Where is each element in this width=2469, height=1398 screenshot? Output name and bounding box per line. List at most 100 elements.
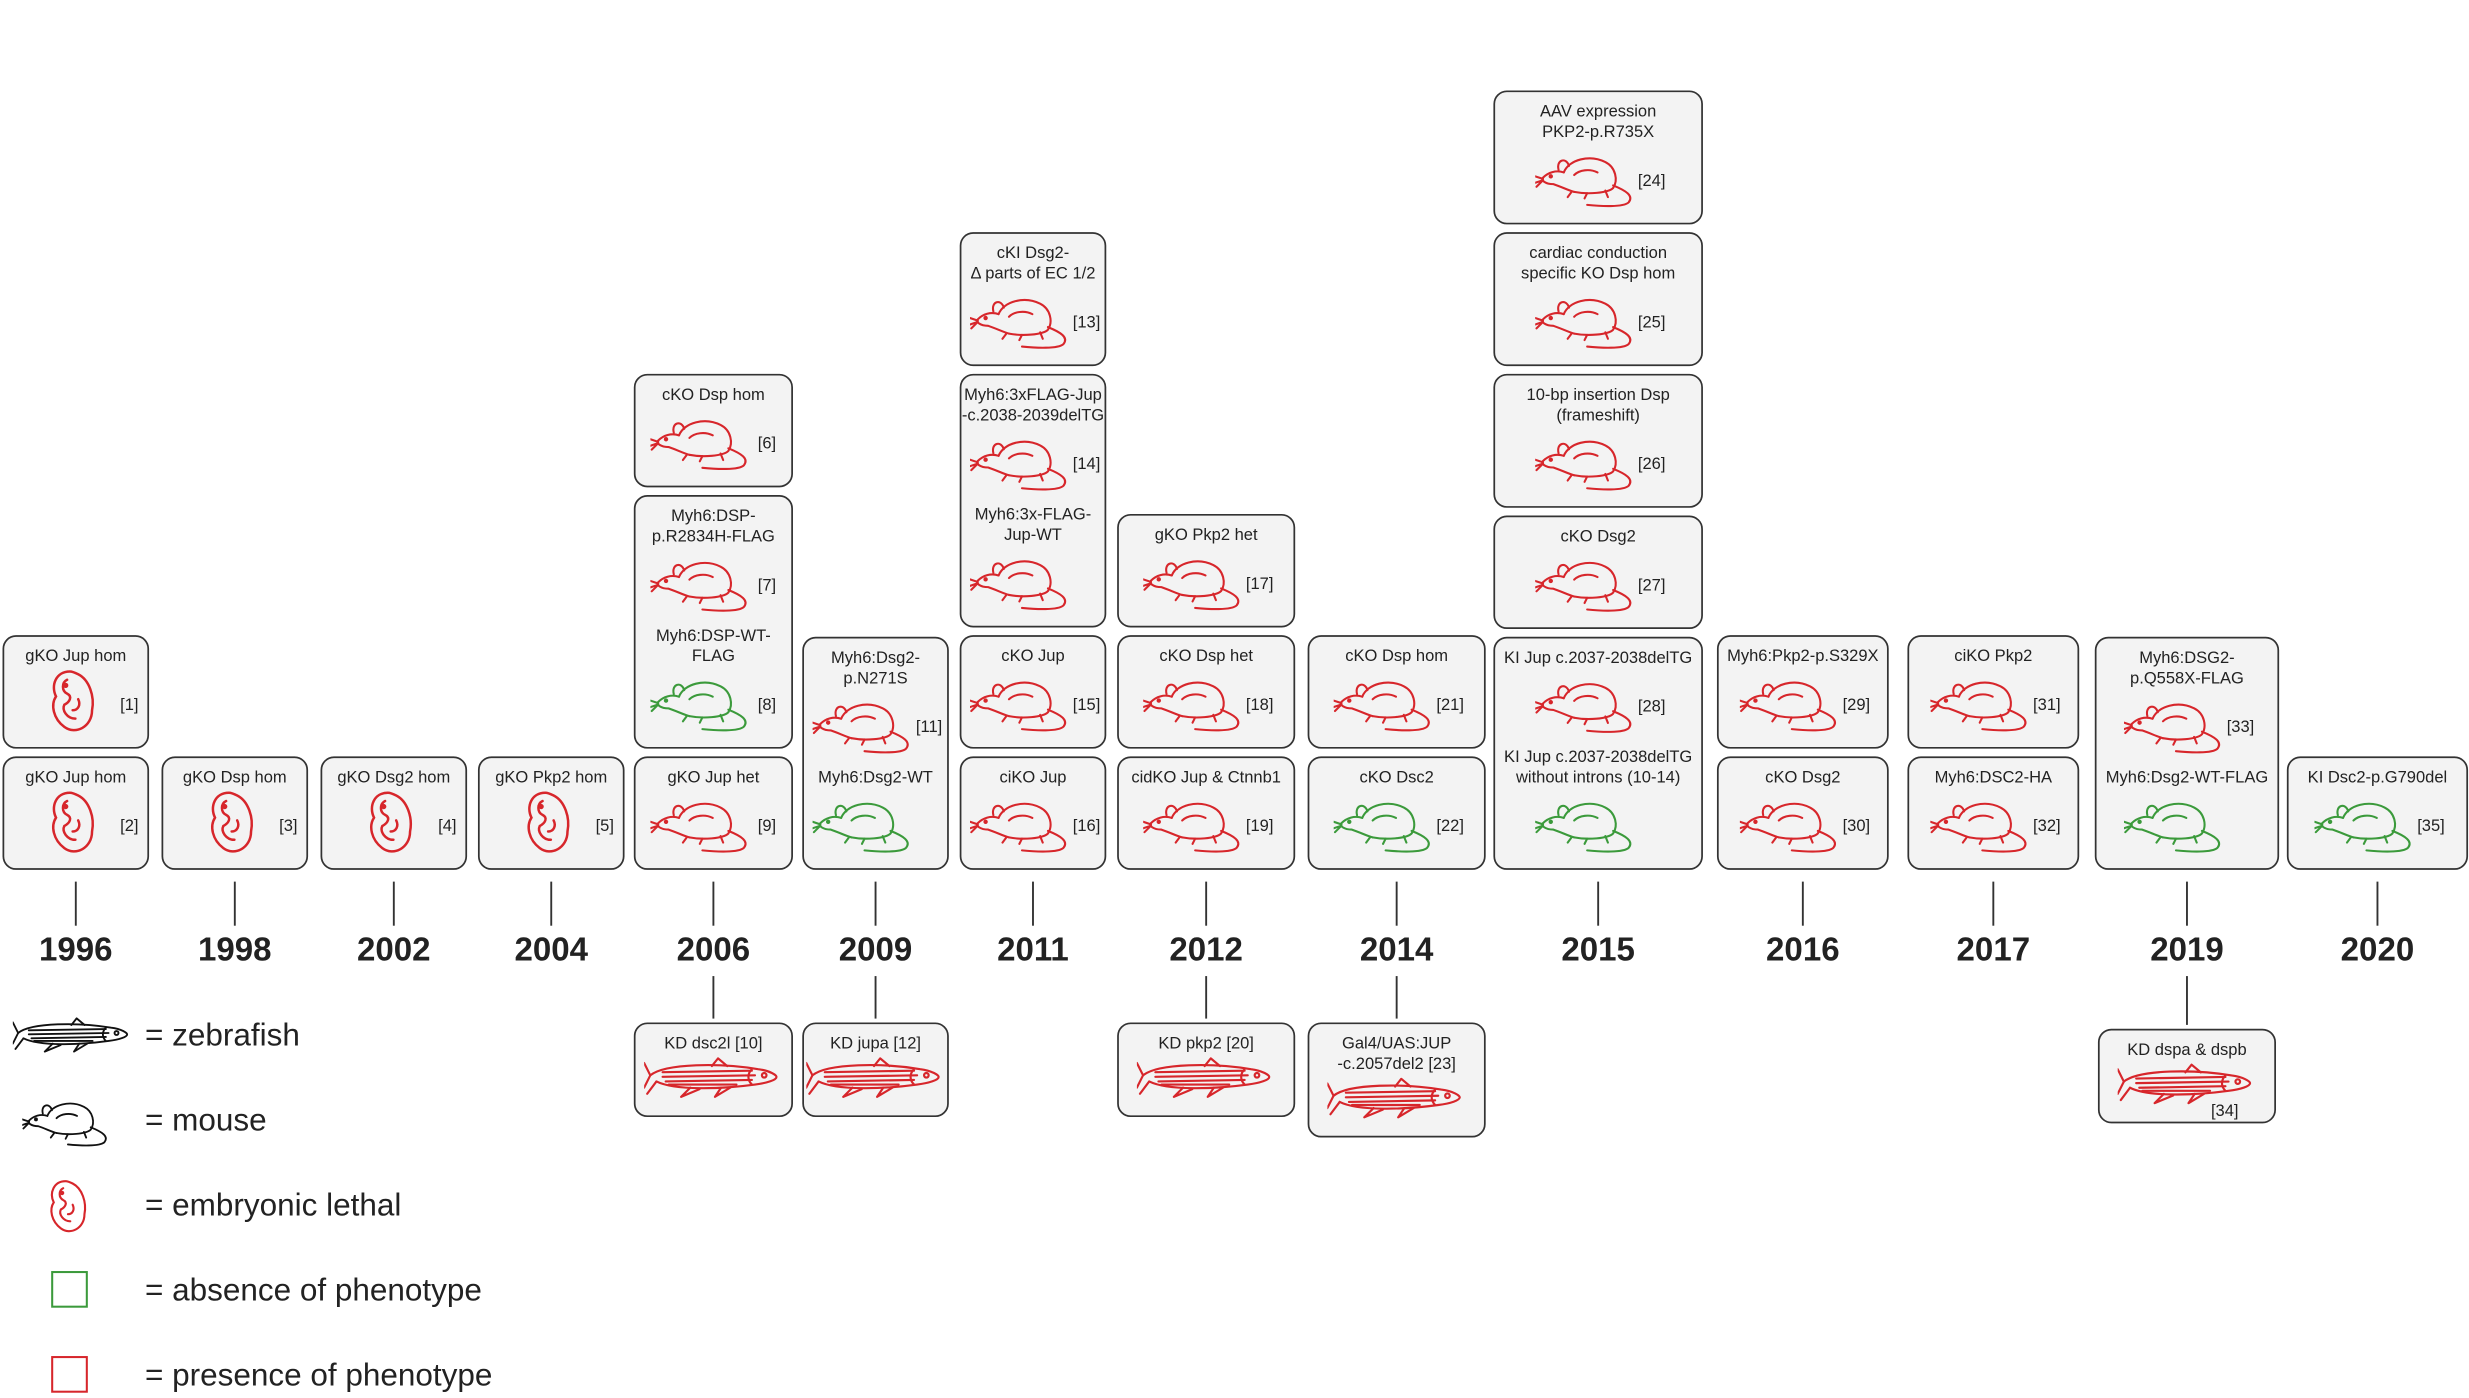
fish-icon bbox=[12, 1017, 129, 1053]
entry-label: Myh6:3x-FLAG- bbox=[975, 505, 1092, 524]
fish-box bbox=[1117, 1022, 1296, 1118]
model-box bbox=[1907, 635, 2080, 749]
model-box bbox=[1716, 635, 1889, 749]
embryo-icon bbox=[50, 1180, 87, 1233]
entry-label: KI Dsc2-p.G790del bbox=[2308, 767, 2448, 786]
model-box bbox=[802, 636, 949, 870]
year-label: 2016 bbox=[1766, 931, 1840, 968]
legend-swatch bbox=[51, 1356, 88, 1393]
reference: [32] bbox=[2033, 816, 2061, 835]
entry-label: gKO Jup hom bbox=[25, 767, 126, 786]
reference: [35] bbox=[2417, 816, 2445, 835]
entry-label: Myh6:Dsg2- bbox=[831, 648, 920, 667]
year-label: 2014 bbox=[1360, 931, 1434, 968]
reference: [17] bbox=[1246, 574, 1274, 593]
entry-label: Myh6:Pkp2-p.S329X bbox=[1727, 646, 1878, 665]
entry-label: specific KO Dsp hom bbox=[1521, 264, 1675, 283]
entry-label: gKO Dsg2 hom bbox=[337, 767, 450, 786]
entry-label: Myh6:3xFLAG-Jup bbox=[964, 385, 1102, 404]
entry-label: p.Q558X-FLAG bbox=[2130, 668, 2244, 687]
year-label: 1996 bbox=[39, 931, 113, 968]
model-box bbox=[1907, 756, 2080, 870]
mouse-icon bbox=[22, 1102, 107, 1147]
entry-label: ciKO Pkp2 bbox=[1954, 646, 2032, 665]
reference: [22] bbox=[1436, 816, 1464, 835]
reference: [19] bbox=[1246, 816, 1274, 835]
entry-label: -c.2057del2 [23] bbox=[1337, 1054, 1455, 1073]
model-box bbox=[1117, 513, 1296, 628]
entry-label: KI Jup c.2037-2038delTG bbox=[1504, 648, 1692, 667]
year-label: 2017 bbox=[1957, 931, 2031, 968]
model-box bbox=[161, 756, 309, 870]
entry-label: -c.2038-2039delTG bbox=[962, 405, 1104, 424]
year-label: 2004 bbox=[514, 931, 588, 968]
entry-label: PKP2-p.R735X bbox=[1542, 122, 1654, 141]
entry-label: cKO Dsg2 bbox=[1561, 527, 1636, 546]
entry-label: ciKO Jup bbox=[999, 767, 1066, 786]
model-box bbox=[1716, 756, 1889, 870]
entry-label: KI Jup c.2037-2038delTG bbox=[1504, 747, 1692, 766]
model-box bbox=[633, 756, 793, 870]
legend-label: = presence of phenotype bbox=[145, 1357, 492, 1392]
entry-label: cKO Dsp hom bbox=[662, 385, 765, 404]
model-box bbox=[959, 635, 1107, 749]
reference: [11] bbox=[916, 717, 942, 736]
entry-label: gKO Dsp hom bbox=[183, 767, 287, 786]
reference: [24] bbox=[1638, 171, 1666, 190]
entry-label: cKO Dsc2 bbox=[1359, 767, 1433, 786]
entry-label: cKO Jup bbox=[1001, 646, 1064, 665]
entry-label: 10-bp insertion Dsp bbox=[1527, 385, 1670, 404]
legend-label: = absence of phenotype bbox=[145, 1272, 482, 1307]
fish-box bbox=[2097, 1028, 2276, 1124]
reference: [2] bbox=[120, 816, 138, 835]
model-box bbox=[1493, 636, 1703, 870]
entry-label: Myh6:DSP- bbox=[671, 506, 755, 525]
reference: [27] bbox=[1638, 575, 1666, 594]
year-label: 1998 bbox=[198, 931, 272, 968]
reference: [25] bbox=[1638, 312, 1666, 331]
entry-label: FLAG bbox=[692, 646, 735, 665]
model-box bbox=[477, 756, 625, 870]
entry-label: cidKO Jup & Ctnnb1 bbox=[1131, 767, 1281, 786]
model-box bbox=[959, 232, 1107, 367]
model-box bbox=[1493, 373, 1703, 508]
model-box bbox=[1117, 756, 1296, 870]
reference: [5] bbox=[596, 816, 614, 835]
entry-label: gKO Jup het bbox=[667, 767, 759, 786]
entry-label: (frameshift) bbox=[1556, 405, 1640, 424]
entry-label: p.N271S bbox=[843, 668, 907, 687]
reference: [21] bbox=[1436, 695, 1464, 714]
entry-label: Myh6:DSC2-HA bbox=[1935, 767, 2052, 786]
reference: [28] bbox=[1638, 697, 1666, 716]
reference: [18] bbox=[1246, 695, 1274, 714]
legend-label: = embryonic lethal bbox=[145, 1187, 401, 1222]
model-box bbox=[1307, 756, 1486, 870]
entry-label: AAV expression bbox=[1540, 101, 1656, 120]
reference: [33] bbox=[2227, 717, 2255, 736]
entry-label: KD dspa & dspb bbox=[2127, 1040, 2246, 1059]
model-box bbox=[2, 756, 150, 870]
model-box bbox=[633, 373, 793, 488]
legend-swatch bbox=[51, 1271, 88, 1308]
entry-label: p.R2834H-FLAG bbox=[652, 527, 775, 546]
year-label: 2015 bbox=[1561, 931, 1635, 968]
entry-label: cKI Dsg2- bbox=[997, 243, 1070, 262]
reference: [13] bbox=[1073, 312, 1101, 331]
entry-label: Gal4/UAS:JUP bbox=[1342, 1034, 1451, 1053]
model-box bbox=[633, 495, 793, 749]
reference: [30] bbox=[1843, 816, 1871, 835]
entry-label: gKO Jup hom bbox=[25, 646, 126, 665]
year-label: 2002 bbox=[357, 931, 431, 968]
entry-label: cKO Dsp het bbox=[1159, 646, 1253, 665]
reference: [14] bbox=[1073, 454, 1101, 473]
entry-label: KD pkp2 [20] bbox=[1158, 1034, 1253, 1053]
year-label: 2009 bbox=[839, 931, 913, 968]
entry-label: cKO Dsp hom bbox=[1345, 646, 1448, 665]
model-box bbox=[320, 756, 468, 870]
model-box bbox=[1117, 635, 1296, 749]
reference: [16] bbox=[1073, 816, 1101, 835]
reference: [9] bbox=[758, 816, 776, 835]
reference: [8] bbox=[758, 695, 776, 714]
entry-label: without introns (10-14) bbox=[1515, 767, 1680, 786]
